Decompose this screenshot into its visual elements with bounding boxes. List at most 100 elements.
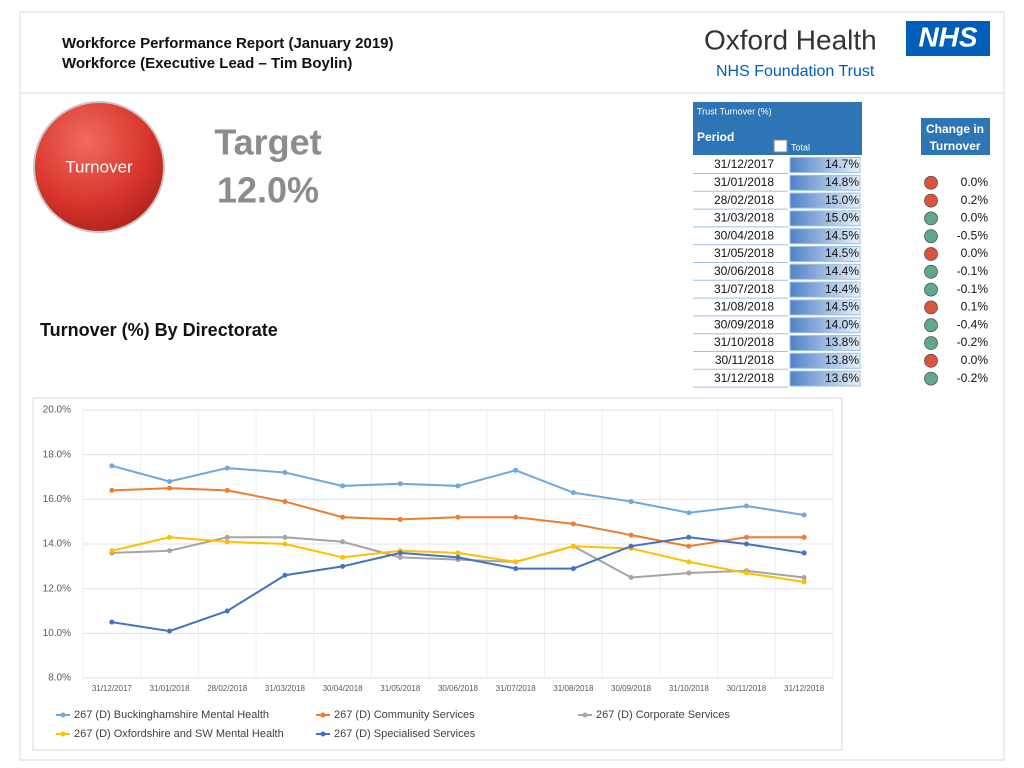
data-point (397, 550, 403, 556)
total-databar (789, 281, 861, 298)
kpi-circle (33, 101, 165, 233)
data-point (224, 534, 230, 540)
x-tick-label: 31/01/2018 (150, 684, 191, 693)
period-cell: 30/09/2018 (714, 317, 774, 331)
data-point (686, 570, 692, 576)
change-indicator (924, 175, 938, 190)
change-cell: -0.2% (957, 371, 989, 385)
data-point (801, 579, 807, 585)
period-cell: 31/03/2018 (714, 211, 774, 225)
x-tick-label: 31/07/2018 (496, 684, 537, 693)
legend-label: 267 (D) Specialised Services (334, 728, 476, 740)
total-databar (789, 352, 861, 369)
total-cell: 14.5% (825, 246, 859, 260)
period-cell: 31/12/2017 (714, 157, 774, 171)
change-header-box (921, 118, 990, 155)
data-point (686, 543, 692, 549)
data-point (167, 534, 173, 540)
chart-frame (32, 397, 843, 751)
change-indicator (924, 211, 938, 226)
data-point (570, 490, 576, 496)
total-databar (789, 263, 861, 280)
change-cell: 0.2% (961, 193, 989, 207)
x-tick-label: 31/08/2018 (553, 684, 594, 693)
total-databar (789, 299, 861, 316)
y-tick-label: 20.0% (43, 405, 71, 416)
period-cell: 31/01/2018 (714, 175, 774, 189)
total-cell: 14.4% (825, 264, 859, 278)
x-tick-label: 31/12/2018 (784, 684, 825, 693)
data-point (224, 539, 230, 545)
x-tick-label: 31/05/2018 (380, 684, 421, 693)
total-cell: 14.0% (825, 317, 859, 331)
data-point (455, 554, 461, 560)
data-point (686, 559, 692, 565)
period-cell: 31/05/2018 (714, 246, 774, 260)
change-indicator (924, 264, 938, 279)
kpi-label: Turnover (65, 157, 133, 176)
change-indicator (924, 193, 938, 208)
data-point (397, 554, 403, 560)
total-cell: 14.4% (825, 282, 859, 296)
data-point (686, 510, 692, 516)
logo-name: Oxford Health (704, 24, 877, 55)
y-tick-label: 10.0% (43, 628, 71, 639)
frame (19, 11, 1005, 761)
filter-button[interactable] (773, 139, 788, 153)
legend-marker (582, 712, 588, 718)
change-cell: -0.5% (957, 228, 989, 242)
data-point (282, 572, 288, 578)
x-tick-label: 30/06/2018 (438, 684, 479, 693)
period-cell: 28/02/2018 (714, 193, 774, 207)
data-point (628, 532, 634, 538)
total-databar (789, 317, 861, 334)
change-cell: 0.0% (961, 211, 989, 225)
report-title: Workforce Performance Report (January 20… (62, 35, 394, 52)
period-cell: 31/07/2018 (714, 282, 774, 296)
change-cell: -0.1% (957, 282, 989, 296)
y-tick-label: 8.0% (48, 673, 71, 684)
period-cell: 31/10/2018 (714, 335, 774, 349)
data-point (743, 570, 749, 576)
change-cell: 0.0% (961, 246, 989, 260)
total-cell: 14.5% (825, 300, 859, 314)
x-tick-label: 31/10/2018 (669, 684, 710, 693)
legend-marker (60, 731, 66, 737)
legend-marker (320, 731, 326, 737)
change-indicator (924, 229, 938, 244)
data-point (801, 575, 807, 580)
y-tick-label: 18.0% (43, 449, 71, 460)
data-point (109, 463, 115, 469)
x-tick-label: 30/04/2018 (323, 684, 364, 693)
data-point (282, 470, 288, 476)
period-cell: 30/06/2018 (714, 264, 774, 278)
total-databar (789, 335, 861, 351)
data-point (570, 521, 576, 527)
data-point (167, 548, 173, 554)
data-point (282, 534, 288, 540)
x-tick-label: 31/03/2018 (265, 684, 306, 693)
total-cell: 13.6% (825, 371, 859, 385)
data-point (397, 481, 403, 487)
x-tick-label: 30/09/2018 (611, 684, 652, 693)
data-point (340, 563, 346, 569)
change-cell: 0.0% (961, 175, 989, 189)
data-point (455, 550, 461, 556)
data-point (282, 499, 288, 505)
data-point (513, 514, 519, 520)
section-title: Turnover (%) By Directorate (40, 320, 278, 340)
data-point (743, 503, 749, 509)
data-point (167, 478, 173, 484)
total-cell: 13.8% (825, 335, 859, 349)
change-cell: 0.1% (961, 300, 989, 314)
target-value: 12.0% (217, 170, 319, 211)
legend-marker (60, 712, 66, 718)
target-label: Target (214, 122, 321, 163)
data-point (801, 512, 807, 518)
total-cell: 15.0% (825, 193, 859, 207)
period-cell: 31/08/2018 (714, 300, 774, 314)
legend-label: 267 (D) Corporate Services (596, 709, 730, 721)
data-point (397, 516, 403, 522)
